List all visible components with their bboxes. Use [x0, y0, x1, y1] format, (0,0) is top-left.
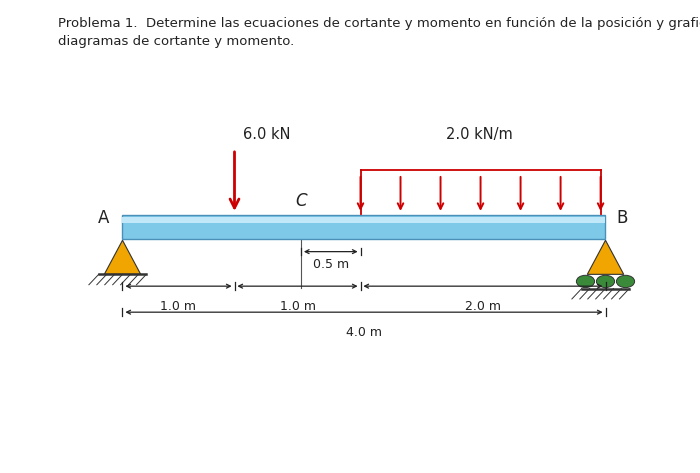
Text: C: C	[295, 192, 307, 210]
Polygon shape	[104, 240, 141, 274]
Text: B: B	[616, 209, 627, 227]
Text: 1.0 m: 1.0 m	[279, 300, 316, 313]
Text: 6.0 kN: 6.0 kN	[243, 127, 290, 142]
Text: Problema 1.  Determine las ecuaciones de cortante y momento en función de la pos: Problema 1. Determine las ecuaciones de …	[58, 17, 700, 48]
Text: 1.0 m: 1.0 m	[160, 300, 197, 313]
Circle shape	[617, 275, 635, 288]
Circle shape	[576, 275, 594, 288]
Text: A: A	[98, 209, 109, 227]
Text: 2.0 m: 2.0 m	[465, 300, 501, 313]
Polygon shape	[587, 240, 624, 274]
Text: 2.0 kN/m: 2.0 kN/m	[446, 127, 513, 142]
Bar	[122, 215, 605, 239]
Bar	[122, 217, 605, 223]
Text: 0.5 m: 0.5 m	[313, 258, 349, 271]
Circle shape	[596, 275, 615, 288]
Text: 4.0 m: 4.0 m	[346, 326, 382, 339]
